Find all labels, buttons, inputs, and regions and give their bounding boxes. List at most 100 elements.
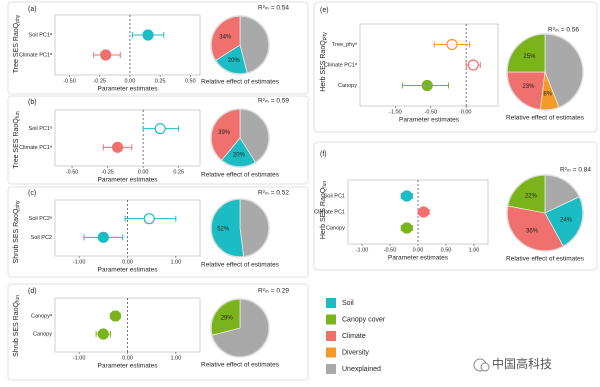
x-tick-label: 0.00 [122,355,133,361]
x-axis-title: Parameter estimates [399,117,460,124]
x-tick-label: 1.00 [170,355,181,361]
estimate-point [154,123,166,135]
x-tick-label: -0.25 [93,78,106,84]
plot-box [54,14,201,76]
x-tick-label: 1.00 [170,259,181,265]
category-label: Soil PC2ᵃ [29,216,53,222]
x-tick-label: -1.00 [389,109,402,115]
pie-caption: Relative effect of estimates [506,256,585,263]
category-label: Soil PC1ᵃ [29,126,53,132]
pie-caption: Relative effect of estimates [201,362,280,369]
y-axis-title-sub: phy [322,32,328,41]
x-tick-label: 0.50 [441,247,452,253]
category-label: Climate PC1 [314,209,345,215]
slice-label: 36% [526,228,539,234]
plot-box [54,109,201,167]
slice-label: 20% [233,152,246,158]
panel-frame [313,1,598,133]
x-tick-label: 0.00 [138,169,149,175]
x-tick-label: 0.50 [185,78,196,84]
estimate-point [111,141,124,153]
panel-frame [7,95,309,185]
y-axis-title: Shrub SES RaoQfun [13,295,21,357]
y-axis-title-main: Herb SES RaoQ [320,40,327,92]
x-tick-label: -0.50 [63,78,76,84]
y-axis-title-main: Tree SES RaoQ [13,118,20,169]
panel-frame [7,283,309,381]
watermark: 中国高科技 [492,356,552,371]
slice-label: 25% [523,54,536,60]
legend-swatch [326,347,336,358]
legend-swatch [326,314,336,325]
x-axis-title: Parameter estimates [98,363,159,370]
x-tick-label: 0.00 [125,78,136,84]
x-axis-title: Parameter estimates [98,177,159,184]
slice-label: 52% [217,227,230,233]
r-squared: R²ₘ = 0.59 [258,98,289,105]
panel-label: (e) [320,7,329,14]
pie-outline [210,15,270,75]
pie-caption: Relative effect of estimates [201,79,280,86]
legend-label: Canopy cover [342,316,386,323]
r-squared: R²ₘ = 0.52 [258,190,289,197]
category-label: Canopy [326,225,345,231]
panel-label: (f) [320,151,327,158]
panel-frame [7,1,309,95]
category-label: Canopy [338,83,357,89]
x-tick-label: 0.00 [413,247,424,253]
legend-label: Unexplained [342,366,381,373]
x-axis-title: Parameter estimates [98,267,159,274]
panel-frame [7,186,309,278]
estimate-point [97,231,109,243]
x-axis-title: Parameter estimates [98,86,159,93]
estimate-point [401,190,413,202]
legend-label: Diversity [342,349,369,356]
estimate-point [100,49,112,61]
estimate-point [142,29,154,41]
x-tick-label: -1.00 [73,259,86,265]
slice-label: 39% [218,130,231,136]
slice-label: 23% [522,84,535,90]
panel-frame [313,141,598,271]
slice-label: 29% [221,315,234,321]
x-tick-label: -1.00 [73,355,86,361]
estimate-point [418,206,430,218]
legend-swatch [326,298,336,308]
y-axis-title-sub: fun [15,111,21,118]
x-tick-label: 0.00 [461,109,472,115]
pie-caption: Relative effect of estimates [201,262,280,269]
pie-outline [506,174,584,252]
panel-label: (d) [28,288,37,295]
y-axis-title-main: Shrub SES RaoQ [13,301,20,356]
y-axis-title-main: Tree SES RaoQ [13,22,20,73]
pie-outline [210,298,270,358]
y-axis-title-main: Herb SES RaoQ [320,187,327,239]
estimate-point [446,38,458,51]
estimate-point [143,213,155,225]
panel-label: (b) [28,99,37,106]
slice-label: 22% [525,194,538,200]
pie-caption: Relative effect of estimates [201,172,280,179]
x-tick-label: -0.50 [66,169,79,175]
watermark-icon [473,358,490,372]
y-axis-title-sub: fun [322,181,328,188]
pie-outline [506,33,584,111]
estimate-point [421,79,433,92]
slice-label: 34% [219,34,232,40]
x-tick-label: 1.00 [469,247,480,253]
category-label: Soil PC2 [31,235,52,241]
category-label: Soil PC1ᵃ [29,32,53,38]
y-axis-title-sub: fun [15,295,21,302]
x-axis-title: Parameter estimates [388,255,449,262]
legend-label: Soil [342,300,354,307]
plot-box [359,23,499,107]
pie-caption: Relative effect of estimates [506,115,585,122]
y-axis-title-main: Shrub SES RaoQ [13,208,20,263]
r-squared: R²ₘ = 0.56 [548,27,579,34]
x-tick-label: -1.00 [356,247,369,253]
y-axis-title: Herb SES RaoQfun [320,181,328,240]
pie-slice [239,198,270,258]
x-tick-label: -0.25 [101,169,114,175]
y-axis-title-sub: phy [15,14,21,23]
